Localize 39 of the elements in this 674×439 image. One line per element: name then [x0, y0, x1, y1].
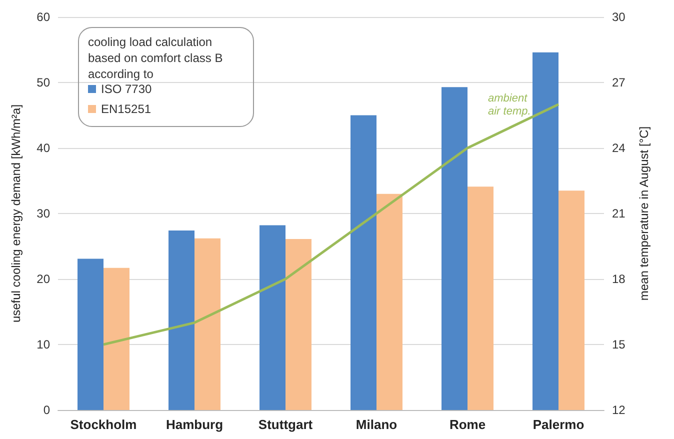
line-series: [102, 103, 560, 346]
y2-tick-label: 24: [612, 141, 626, 155]
y-tick-label: 10: [36, 338, 50, 352]
x-tick-label: Milano: [356, 417, 398, 432]
y2-tick-label: 12: [612, 403, 626, 417]
y-tick-label: 40: [36, 141, 50, 155]
y-tick-label: 60: [36, 10, 50, 24]
x-tick-label: Stockholm: [70, 417, 137, 432]
bar: [468, 186, 494, 410]
x-tick-label: Rome: [449, 417, 486, 432]
y2-tick-label: 27: [612, 76, 626, 90]
bar: [104, 268, 130, 410]
y2-tick-label: 21: [612, 206, 626, 220]
y2-tick-label: 18: [612, 272, 626, 286]
bar: [532, 52, 558, 410]
bar: [558, 190, 584, 410]
legend-label: ISO 7730: [101, 82, 152, 96]
y-axis-title: useful cooling energy demand [kWh/m²a]: [9, 104, 23, 323]
y-tick-label: 0: [43, 403, 50, 417]
x-tick-label: Stuttgart: [258, 417, 314, 432]
y-tick-label: 30: [36, 206, 50, 220]
x-tick-label: Palermo: [532, 417, 584, 432]
bar: [350, 115, 376, 410]
bar: [286, 239, 312, 410]
bar: [194, 238, 220, 410]
x-tick-label: Hamburg: [166, 417, 224, 432]
y2-axis-title: mean temperature in August [°C]: [637, 126, 651, 301]
legend-title: cooling load calculation based on comfort class B according to: [88, 35, 223, 81]
y-tick-label: 20: [36, 272, 50, 286]
y2-tick-label: 30: [612, 10, 626, 24]
y2-tick-label: 15: [612, 338, 626, 352]
bar: [442, 87, 468, 410]
legend-label: EN15251: [101, 102, 152, 116]
bar: [168, 230, 194, 410]
bar: [376, 194, 402, 410]
annotation: ambient air temp.: [488, 92, 531, 118]
bar: [78, 258, 104, 410]
y-tick-label: 50: [36, 76, 50, 90]
bar: [260, 225, 286, 410]
